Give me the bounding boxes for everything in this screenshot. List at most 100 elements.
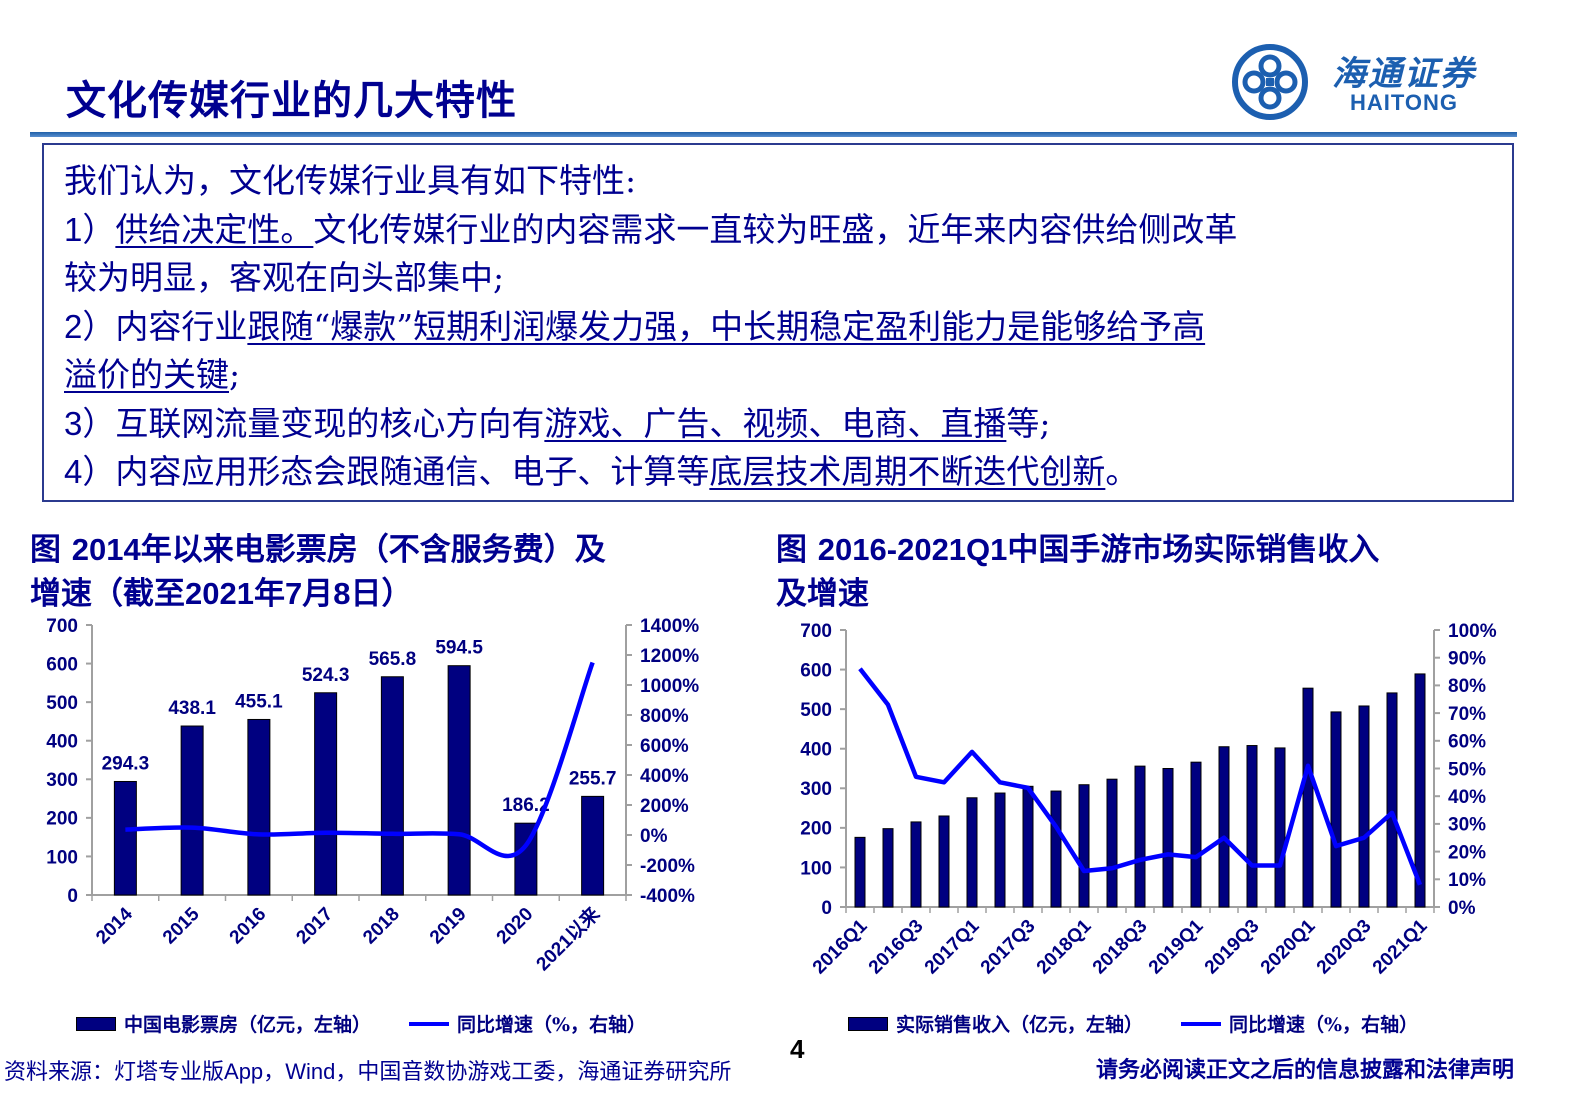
bar (247, 718, 271, 896)
svg-text:2019: 2019 (426, 904, 471, 949)
svg-text:2017: 2017 (292, 904, 337, 949)
svg-text:2017Q1: 2017Q1 (921, 915, 984, 978)
svg-text:2017Q3: 2017Q3 (977, 916, 1040, 979)
bar (1190, 761, 1202, 908)
bar-swatch-icon (848, 1016, 888, 1031)
bar (1078, 784, 1090, 908)
point-2-highlight: 跟随“爆款”短期利润爆发力强，中长期稳定盈利能力是能够给予高 (247, 306, 1206, 346)
bar (447, 665, 471, 896)
line-swatch-icon (1181, 1021, 1222, 1026)
svg-text:438.1: 438.1 (168, 698, 216, 719)
svg-text:300: 300 (46, 770, 78, 791)
bar (854, 836, 866, 908)
svg-text:2021Q1: 2021Q1 (1369, 915, 1432, 978)
svg-text:700: 700 (800, 621, 832, 642)
data-source-note: 资料来源：灯塔专业版App，Wind，中国音数协游戏工委，海通证券研究所 (4, 1059, 732, 1085)
box-office-chart: 0 100 200 300 400 500 600 700 -400% -200% 0% 200% 40… (46, 616, 699, 975)
svg-text:594.5: 594.5 (435, 638, 483, 659)
summary-intro: 我们认为，文化传媒行业具有如下特性: (64, 161, 637, 200)
svg-text:100%: 100% (1448, 621, 1497, 642)
bar (1246, 745, 1258, 908)
svg-text:500: 500 (800, 700, 832, 721)
svg-text:565.8: 565.8 (369, 649, 417, 670)
svg-text:0%: 0% (1448, 898, 1476, 919)
point-3: 3）互联网流量变现的核心方向有游戏、广告、视频、电商、直播等; (64, 403, 1051, 443)
svg-text:2019Q1: 2019Q1 (1145, 915, 1208, 978)
svg-text:60%: 60% (1448, 732, 1486, 753)
bar (380, 676, 404, 896)
bar (1050, 790, 1062, 908)
bar (1302, 687, 1314, 908)
svg-text:80%: 80% (1448, 676, 1486, 697)
svg-text:2019Q3: 2019Q3 (1201, 916, 1264, 979)
point-1-cont: 较为明显，客观在向头部集中; (64, 258, 505, 297)
bar (113, 780, 137, 896)
bar-swatch-icon (76, 1016, 116, 1031)
bar (1274, 747, 1286, 908)
bar (910, 821, 922, 908)
svg-text:186.2: 186.2 (502, 795, 550, 816)
bar (581, 795, 605, 896)
bar (1162, 768, 1174, 908)
svg-text:2020: 2020 (493, 904, 538, 949)
bar (938, 815, 950, 908)
svg-text:2018: 2018 (359, 904, 404, 949)
bar (1386, 692, 1398, 908)
bar (882, 828, 894, 908)
bar (180, 725, 204, 896)
svg-text:700: 700 (46, 616, 78, 637)
svg-text:400%: 400% (640, 766, 689, 787)
page-number: 4 (790, 1034, 805, 1064)
bar (1218, 746, 1230, 908)
svg-text:100: 100 (800, 858, 832, 879)
growth-line (125, 661, 595, 859)
svg-text:600%: 600% (640, 736, 689, 757)
svg-text:400: 400 (800, 740, 832, 761)
logo-chinese-name: 海通证券 (1332, 54, 1476, 94)
svg-text:600: 600 (800, 660, 832, 681)
line-swatch-icon (409, 1021, 450, 1026)
svg-text:2015: 2015 (159, 903, 204, 948)
page-title: 文化传媒行业的几大特性 (66, 77, 517, 124)
svg-text:600: 600 (46, 654, 78, 675)
bar (1106, 778, 1118, 908)
svg-text:100: 100 (46, 847, 78, 868)
svg-text:20%: 20% (1448, 842, 1486, 863)
bar (1414, 673, 1426, 908)
summary-box: 我们认为，文化传媒行业具有如下特性: 1）供给决定性。文化传媒行业的内容需求一直… (42, 143, 1514, 502)
point-1: 1）供给决定性。文化传媒行业的内容需求一直较为旺盛，近年来内容供给侧改革 (64, 209, 1238, 249)
bar (1022, 785, 1034, 908)
growth-line (858, 667, 1423, 886)
svg-text:455.1: 455.1 (235, 691, 283, 712)
svg-text:200: 200 (800, 819, 832, 840)
svg-text:500: 500 (46, 693, 78, 714)
svg-text:2021以来: 2021以来 (532, 903, 604, 975)
point-3-highlight: 游戏、广告、视频、电商、直播 (544, 403, 1007, 443)
svg-text:-400%: -400% (640, 886, 695, 907)
bar (994, 792, 1006, 908)
haitong-logo: 海通证券 HAITONG (1232, 44, 1532, 120)
bar (1358, 705, 1370, 908)
point-2-cont: 溢价的关键; (64, 355, 241, 394)
chart-left-caption: 图 2014年以来电影票房（不含服务费）及 增速（截至2021年7月8日） (30, 532, 606, 612)
point-4-highlight: 底层技术周期不断迭代创新 (709, 452, 1106, 491)
point-2: 2）内容行业跟随“爆款”短期利润爆发力强，中长期稳定盈利能力是能够给予高 (64, 306, 1206, 346)
bar (1134, 765, 1146, 908)
svg-text:0: 0 (67, 886, 78, 907)
svg-text:294.3: 294.3 (102, 753, 150, 774)
svg-text:1200%: 1200% (640, 646, 699, 667)
point-1-highlight: 供给决定性。 (115, 209, 314, 249)
svg-text:200%: 200% (640, 796, 689, 817)
svg-text:255.7: 255.7 (569, 768, 617, 789)
svg-text:0%: 0% (640, 826, 668, 847)
svg-text:400: 400 (46, 732, 78, 753)
haitong-swirl-logo-icon (1232, 44, 1308, 120)
svg-text:2016: 2016 (226, 904, 271, 949)
svg-text:1000%: 1000% (640, 676, 699, 697)
point-4: 4）内容应用形态会跟随通信、电子、计算等底层技术周期不断迭代创新。 (64, 452, 1139, 491)
svg-text:90%: 90% (1448, 649, 1486, 670)
chart-right-legend: 实际销售收入（亿元，左轴） 同比增速（%，右轴） (848, 1010, 1418, 1037)
svg-text:200: 200 (46, 809, 78, 830)
svg-text:300: 300 (800, 779, 832, 800)
svg-text:2018Q1: 2018Q1 (1033, 915, 1096, 978)
